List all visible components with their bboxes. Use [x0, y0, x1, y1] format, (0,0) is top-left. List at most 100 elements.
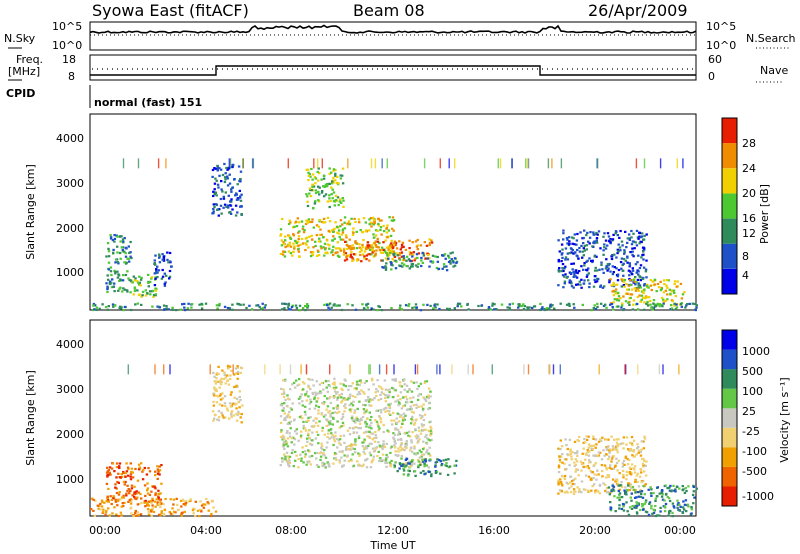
- power-cell: [150, 277, 153, 280]
- power-cell: [667, 279, 670, 282]
- power-cell: [613, 266, 616, 269]
- velocity-cell: [327, 379, 330, 383]
- power-cell: [284, 235, 287, 238]
- power-cell: [350, 247, 353, 250]
- velocity-cell: [156, 472, 160, 475]
- velocity-cell: [621, 503, 625, 506]
- velocity-cell: [279, 421, 283, 425]
- power-cell: [314, 191, 318, 195]
- velocity-cell: [230, 411, 233, 414]
- velocity-cell: [639, 450, 642, 454]
- velocity-cell: [361, 415, 365, 419]
- power-cell: [630, 229, 633, 233]
- velocity-cell: [572, 478, 575, 481]
- velocity-cell: [388, 388, 391, 391]
- velocity-cell: [422, 419, 426, 422]
- power-cell: [239, 303, 242, 306]
- velocity-cell: [685, 510, 688, 513]
- velocity-cell: [409, 397, 412, 400]
- velocity-cell: [118, 462, 122, 465]
- nsearch-label: N.Search: [746, 32, 796, 45]
- power-cell: [562, 229, 565, 232]
- power-streak: [157, 158, 160, 169]
- velocity-cell: [573, 440, 577, 443]
- velocity-cell: [119, 511, 123, 514]
- velocity-cell: [115, 491, 119, 495]
- velocity-cell: [401, 417, 405, 420]
- velocity-cell: [393, 464, 396, 467]
- velocity-cell: [624, 491, 628, 494]
- velocity-cell: [410, 407, 413, 410]
- power-cell: [630, 293, 634, 296]
- velocity-cell: [411, 431, 414, 434]
- power-cell: [226, 168, 229, 171]
- velocity-cell: [365, 410, 368, 413]
- velocity-cell: [318, 452, 322, 455]
- velocity-cell: [134, 509, 137, 513]
- velocity-cell: [127, 468, 130, 471]
- velocity-cell: [382, 459, 385, 462]
- power-cell: [153, 272, 156, 275]
- velocity-cell: [400, 385, 403, 388]
- power-cell: [558, 267, 561, 270]
- velocity-cell: [130, 484, 134, 487]
- power-streak: [497, 158, 499, 169]
- velocity-colorbar-bin: [722, 486, 737, 506]
- velocity-cell: [625, 474, 628, 477]
- power-cell: [284, 245, 287, 249]
- velocity-cell: [430, 475, 433, 478]
- velocity-cell: [643, 435, 646, 438]
- power-cell: [305, 305, 309, 308]
- velocity-cell: [334, 431, 337, 434]
- power-cell: [399, 304, 402, 307]
- power-cell: [493, 308, 496, 311]
- velocity-cell: [310, 454, 314, 458]
- power-cell: [221, 173, 225, 177]
- velocity-cell: [120, 505, 123, 508]
- power-cell: [124, 255, 128, 258]
- velocity-cell: [171, 507, 174, 510]
- power-cell: [401, 262, 404, 265]
- velocity-cell: [302, 420, 305, 423]
- velocity-cell: [375, 388, 378, 391]
- power-cell: [227, 167, 230, 170]
- power-cell: [388, 216, 391, 219]
- power-cell: [280, 308, 284, 311]
- velocity-cell: [631, 485, 635, 489]
- power-cell: [662, 298, 665, 301]
- power-cell: [134, 277, 137, 280]
- velocity-cell: [307, 395, 310, 398]
- velocity-cell: [446, 473, 450, 476]
- velocity-cell: [396, 412, 399, 415]
- power-cell: [384, 266, 388, 269]
- power-cell: [599, 285, 602, 288]
- velocity-cell: [408, 388, 411, 391]
- velocity-cell: [357, 390, 361, 394]
- power-cell: [285, 303, 288, 306]
- velocity-cell: [297, 466, 300, 469]
- velocity-cell: [392, 411, 395, 415]
- power-cell: [219, 197, 223, 201]
- power-cell: [634, 289, 638, 292]
- power-cell: [390, 242, 393, 245]
- velocity-cell: [189, 498, 192, 501]
- velocity-cell: [154, 470, 157, 473]
- power-cell: [595, 255, 598, 258]
- power-cell: [360, 248, 363, 251]
- velocity-cell: [362, 391, 365, 394]
- velocity-cell: [327, 423, 331, 426]
- power-cell: [549, 305, 552, 308]
- velocity-cell: [658, 514, 661, 517]
- power-cell: [258, 305, 261, 309]
- velocity-cell: [582, 441, 585, 444]
- velocity-cell: [578, 490, 581, 493]
- velocity-cell: [343, 441, 346, 444]
- velocity-cell: [671, 502, 675, 505]
- power-cell: [581, 303, 584, 306]
- velocity-cell: [134, 467, 137, 471]
- power-cell: [385, 226, 389, 230]
- velocity-cell: [282, 409, 285, 412]
- velocity-cell: [329, 395, 332, 399]
- power-cell: [240, 205, 243, 208]
- power-cell: [107, 250, 111, 253]
